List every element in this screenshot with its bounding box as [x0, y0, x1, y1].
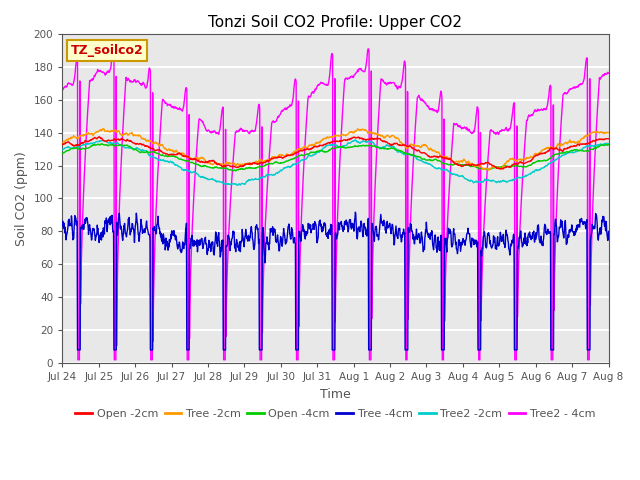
Title: Tonzi Soil CO2 Profile: Upper CO2: Tonzi Soil CO2 Profile: Upper CO2 — [209, 15, 463, 30]
Text: TZ_soilco2: TZ_soilco2 — [70, 44, 143, 57]
X-axis label: Time: Time — [320, 388, 351, 401]
Legend: Open -2cm, Tree -2cm, Open -4cm, Tree -4cm, Tree2 -2cm, Tree2 - 4cm: Open -2cm, Tree -2cm, Open -4cm, Tree -4… — [71, 405, 600, 423]
Y-axis label: Soil CO2 (ppm): Soil CO2 (ppm) — [15, 151, 28, 246]
